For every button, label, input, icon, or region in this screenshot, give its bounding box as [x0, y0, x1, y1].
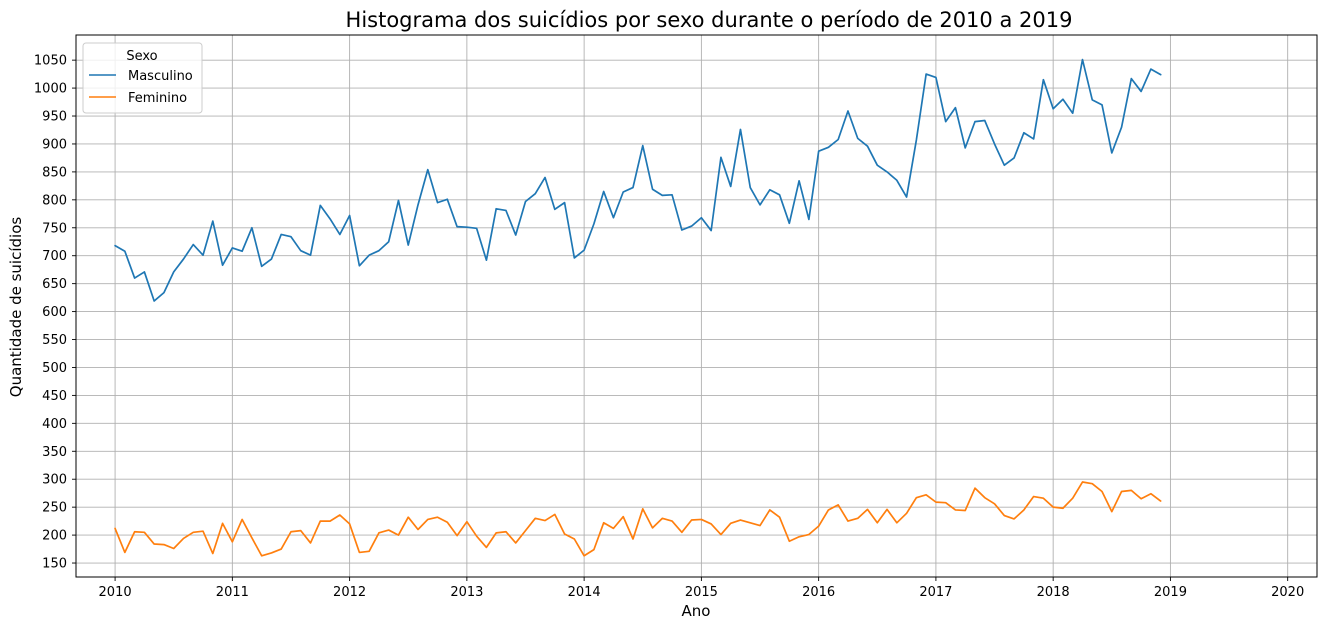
- y-tick-label: 900: [42, 137, 67, 152]
- x-tick-label: 2018: [1037, 585, 1070, 600]
- y-tick-label: 700: [42, 249, 67, 264]
- y-tick-label: 350: [42, 445, 67, 460]
- y-tick-label: 200: [42, 529, 67, 544]
- series-layer: [114, 58, 1162, 557]
- chart-title: Histograma dos suicídios por sexo durant…: [346, 8, 1073, 32]
- y-tick-label: 250: [42, 501, 67, 516]
- y-tick-label: 850: [42, 165, 67, 180]
- y-tick-label: 1050: [34, 54, 67, 69]
- y-tick-label: 550: [42, 333, 67, 348]
- x-axis: 2010 2011 2012 2013 2014 2015 2016 2017 2018 2019…: [99, 577, 1304, 600]
- y-axis-label: Quantidade de suicídios: [7, 217, 25, 398]
- x-tick-label: 2012: [333, 585, 366, 600]
- y-tick-label: 600: [42, 305, 67, 320]
- y-tick-label: 450: [42, 389, 67, 404]
- plot-frame: [75, 34, 1318, 578]
- y-tick-label: 300: [42, 473, 67, 488]
- x-tick-label: 2010: [99, 585, 132, 600]
- x-tick-label: 2015: [685, 585, 718, 600]
- y-tick-label: 750: [42, 221, 67, 236]
- series-line-masculino: [114, 58, 1162, 302]
- legend-title: Sexo: [126, 49, 157, 64]
- y-tick-label: 650: [42, 277, 67, 292]
- legend: Sexo Masculino Feminino: [82, 42, 203, 114]
- y-tick-label: 500: [42, 361, 67, 376]
- x-tick-label: 2011: [216, 585, 249, 600]
- x-tick-label: 2014: [568, 585, 601, 600]
- y-tick-label: 800: [42, 193, 67, 208]
- y-tick-label: 400: [42, 417, 67, 432]
- y-tick-label: 1000: [34, 82, 67, 97]
- x-tick-label: 2016: [802, 585, 835, 600]
- series-line-feminino: [114, 481, 1162, 557]
- grid: [76, 35, 1317, 577]
- y-axis: 150 200 250 300 350 400 450 500 550 600 650 700 750 8…: [34, 54, 76, 572]
- legend-box: [82, 42, 203, 114]
- x-tick-label: 2013: [450, 585, 483, 600]
- y-tick-label: 950: [42, 110, 67, 125]
- y-tick-label: 150: [42, 557, 67, 572]
- x-tick-label: 2020: [1271, 585, 1304, 600]
- legend-label-masculino: Masculino: [128, 69, 193, 84]
- x-axis-label: Ano: [682, 602, 711, 620]
- x-tick-label: 2019: [1154, 585, 1187, 600]
- x-tick-label: 2017: [919, 585, 952, 600]
- legend-label-feminino: Feminino: [128, 91, 187, 106]
